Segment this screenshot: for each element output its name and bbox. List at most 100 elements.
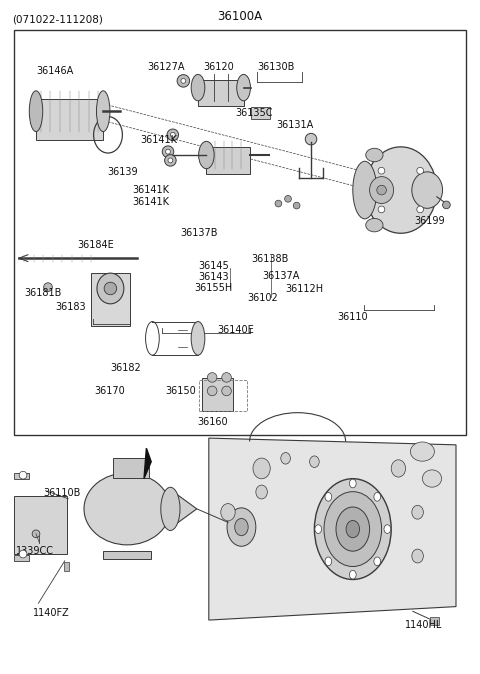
Ellipse shape [161,487,180,530]
Ellipse shape [167,129,179,141]
Ellipse shape [162,146,174,158]
Ellipse shape [377,185,386,195]
Ellipse shape [366,218,383,232]
Text: 36110: 36110 [337,312,368,321]
Text: 36146A: 36146A [36,66,74,75]
Ellipse shape [281,452,290,464]
Bar [14,555,29,561]
Bar [14,497,67,554]
Text: 36130B: 36130B [257,63,295,72]
Ellipse shape [391,460,406,477]
Text: 36199: 36199 [414,216,445,226]
Text: 36139: 36139 [107,167,138,177]
Text: 36143: 36143 [198,272,229,282]
Ellipse shape [325,493,332,501]
Ellipse shape [349,570,356,579]
Text: 1140FZ: 1140FZ [33,609,70,618]
Ellipse shape [293,202,300,209]
Ellipse shape [191,74,205,101]
Text: 36127A: 36127A [147,63,184,72]
Text: 1140HL: 1140HL [405,620,442,630]
Text: 36110B: 36110B [44,489,81,498]
Polygon shape [209,438,456,620]
Bar [198,80,244,106]
Ellipse shape [275,200,282,207]
Polygon shape [170,490,197,528]
Ellipse shape [96,91,110,131]
Text: 36160: 36160 [197,417,228,427]
Text: 36183: 36183 [56,303,86,312]
Text: 1339CC: 1339CC [15,546,54,555]
Ellipse shape [221,503,235,521]
Bar [206,147,250,174]
Text: 36137B: 36137B [180,228,218,237]
Bar [14,30,466,435]
Ellipse shape [237,74,251,101]
Text: 36138B: 36138B [251,254,288,264]
Ellipse shape [29,91,43,131]
Text: 36155H: 36155H [194,284,233,293]
Bar [251,107,270,119]
Bar [113,458,149,478]
Ellipse shape [410,442,434,461]
Ellipse shape [443,201,450,209]
Bar [202,377,233,411]
Ellipse shape [325,557,332,565]
Ellipse shape [374,557,381,565]
Ellipse shape [207,373,217,382]
Ellipse shape [19,550,27,558]
Ellipse shape [349,479,356,488]
Ellipse shape [365,147,437,233]
Bar [14,472,29,479]
Text: 36170: 36170 [94,386,125,396]
Ellipse shape [346,520,360,538]
Ellipse shape [97,273,124,304]
Ellipse shape [207,386,217,396]
Bar [103,551,151,559]
Text: 36141K: 36141K [132,197,170,207]
Ellipse shape [378,167,385,174]
Ellipse shape [285,195,291,202]
Ellipse shape [378,206,385,213]
Text: (071022-111208): (071022-111208) [12,15,103,25]
Ellipse shape [310,456,319,468]
Text: 36140E: 36140E [217,326,253,335]
Ellipse shape [314,479,391,580]
Bar [91,273,130,326]
Ellipse shape [336,507,370,551]
Ellipse shape [374,493,381,501]
Ellipse shape [417,206,423,213]
Text: 36184E: 36184E [78,241,114,250]
Text: 36182: 36182 [110,363,141,373]
Bar [430,617,439,625]
Text: 36181B: 36181B [24,288,62,298]
Ellipse shape [422,470,442,487]
Text: 36141K: 36141K [132,185,170,195]
Ellipse shape [166,149,170,154]
Ellipse shape [191,321,205,355]
Ellipse shape [19,471,27,479]
Bar [64,562,69,571]
Text: 36120: 36120 [203,63,234,72]
Ellipse shape [412,172,443,208]
Ellipse shape [256,485,267,499]
Ellipse shape [353,161,377,219]
Ellipse shape [168,158,173,163]
Ellipse shape [253,458,270,479]
Ellipse shape [32,530,40,538]
Ellipse shape [370,177,394,204]
Ellipse shape [315,525,322,533]
Text: 36135C: 36135C [236,109,273,118]
Ellipse shape [222,386,231,396]
Ellipse shape [366,148,383,162]
Ellipse shape [412,549,423,563]
Ellipse shape [177,75,190,87]
Bar [36,99,103,140]
Ellipse shape [170,132,175,137]
Polygon shape [144,448,151,479]
Ellipse shape [222,373,231,382]
Ellipse shape [384,525,391,533]
Text: 36131A: 36131A [276,120,314,129]
Ellipse shape [417,167,423,174]
Ellipse shape [84,473,170,545]
